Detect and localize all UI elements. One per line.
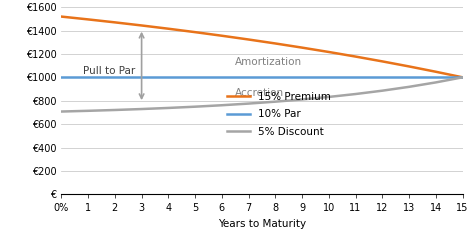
10% Par	[85, 76, 91, 79]
15% Premium	[166, 27, 171, 30]
10% Par	[112, 76, 118, 79]
Text: Pull to Par: Pull to Par	[83, 66, 135, 76]
10% Par	[299, 76, 305, 79]
5% Discount	[112, 109, 118, 111]
10% Par	[379, 76, 385, 79]
5% Discount	[139, 108, 144, 110]
10% Par	[166, 76, 171, 79]
15% Premium	[85, 18, 91, 21]
15% Premium	[460, 76, 465, 79]
10% Par	[272, 76, 278, 79]
15% Premium	[379, 60, 385, 63]
15% Premium	[433, 70, 438, 73]
5% Discount	[192, 105, 198, 108]
15% Premium	[272, 42, 278, 45]
5% Discount	[353, 93, 358, 96]
Text: Accretion: Accretion	[235, 87, 284, 98]
10% Par	[433, 76, 438, 79]
5% Discount	[166, 106, 171, 109]
15% Premium	[406, 65, 412, 68]
15% Premium	[192, 31, 198, 34]
5% Discount	[246, 102, 252, 105]
15% Premium	[246, 38, 252, 41]
10% Par	[406, 76, 412, 79]
5% Discount	[406, 85, 412, 88]
15% Premium	[219, 34, 225, 37]
5% Discount	[433, 81, 438, 84]
15% Premium	[139, 24, 144, 27]
5% Discount	[379, 89, 385, 92]
Legend: 15% Premium, 10% Par, 5% Discount: 15% Premium, 10% Par, 5% Discount	[227, 92, 331, 137]
10% Par	[460, 76, 465, 79]
10% Par	[219, 76, 225, 79]
15% Premium	[326, 50, 332, 53]
Line: 15% Premium: 15% Premium	[61, 17, 463, 77]
Line: 5% Discount: 5% Discount	[61, 77, 463, 112]
15% Premium	[353, 55, 358, 58]
X-axis label: Years to Maturity: Years to Maturity	[218, 219, 306, 229]
10% Par	[326, 76, 332, 79]
5% Discount	[326, 96, 332, 98]
15% Premium	[59, 15, 64, 18]
5% Discount	[299, 98, 305, 101]
10% Par	[139, 76, 144, 79]
Text: Amortization: Amortization	[235, 57, 303, 67]
10% Par	[59, 76, 64, 79]
5% Discount	[460, 76, 465, 79]
5% Discount	[272, 100, 278, 103]
15% Premium	[299, 46, 305, 49]
10% Par	[192, 76, 198, 79]
10% Par	[246, 76, 252, 79]
5% Discount	[59, 110, 64, 113]
5% Discount	[85, 109, 91, 112]
5% Discount	[219, 104, 225, 107]
10% Par	[353, 76, 358, 79]
15% Premium	[112, 21, 118, 24]
